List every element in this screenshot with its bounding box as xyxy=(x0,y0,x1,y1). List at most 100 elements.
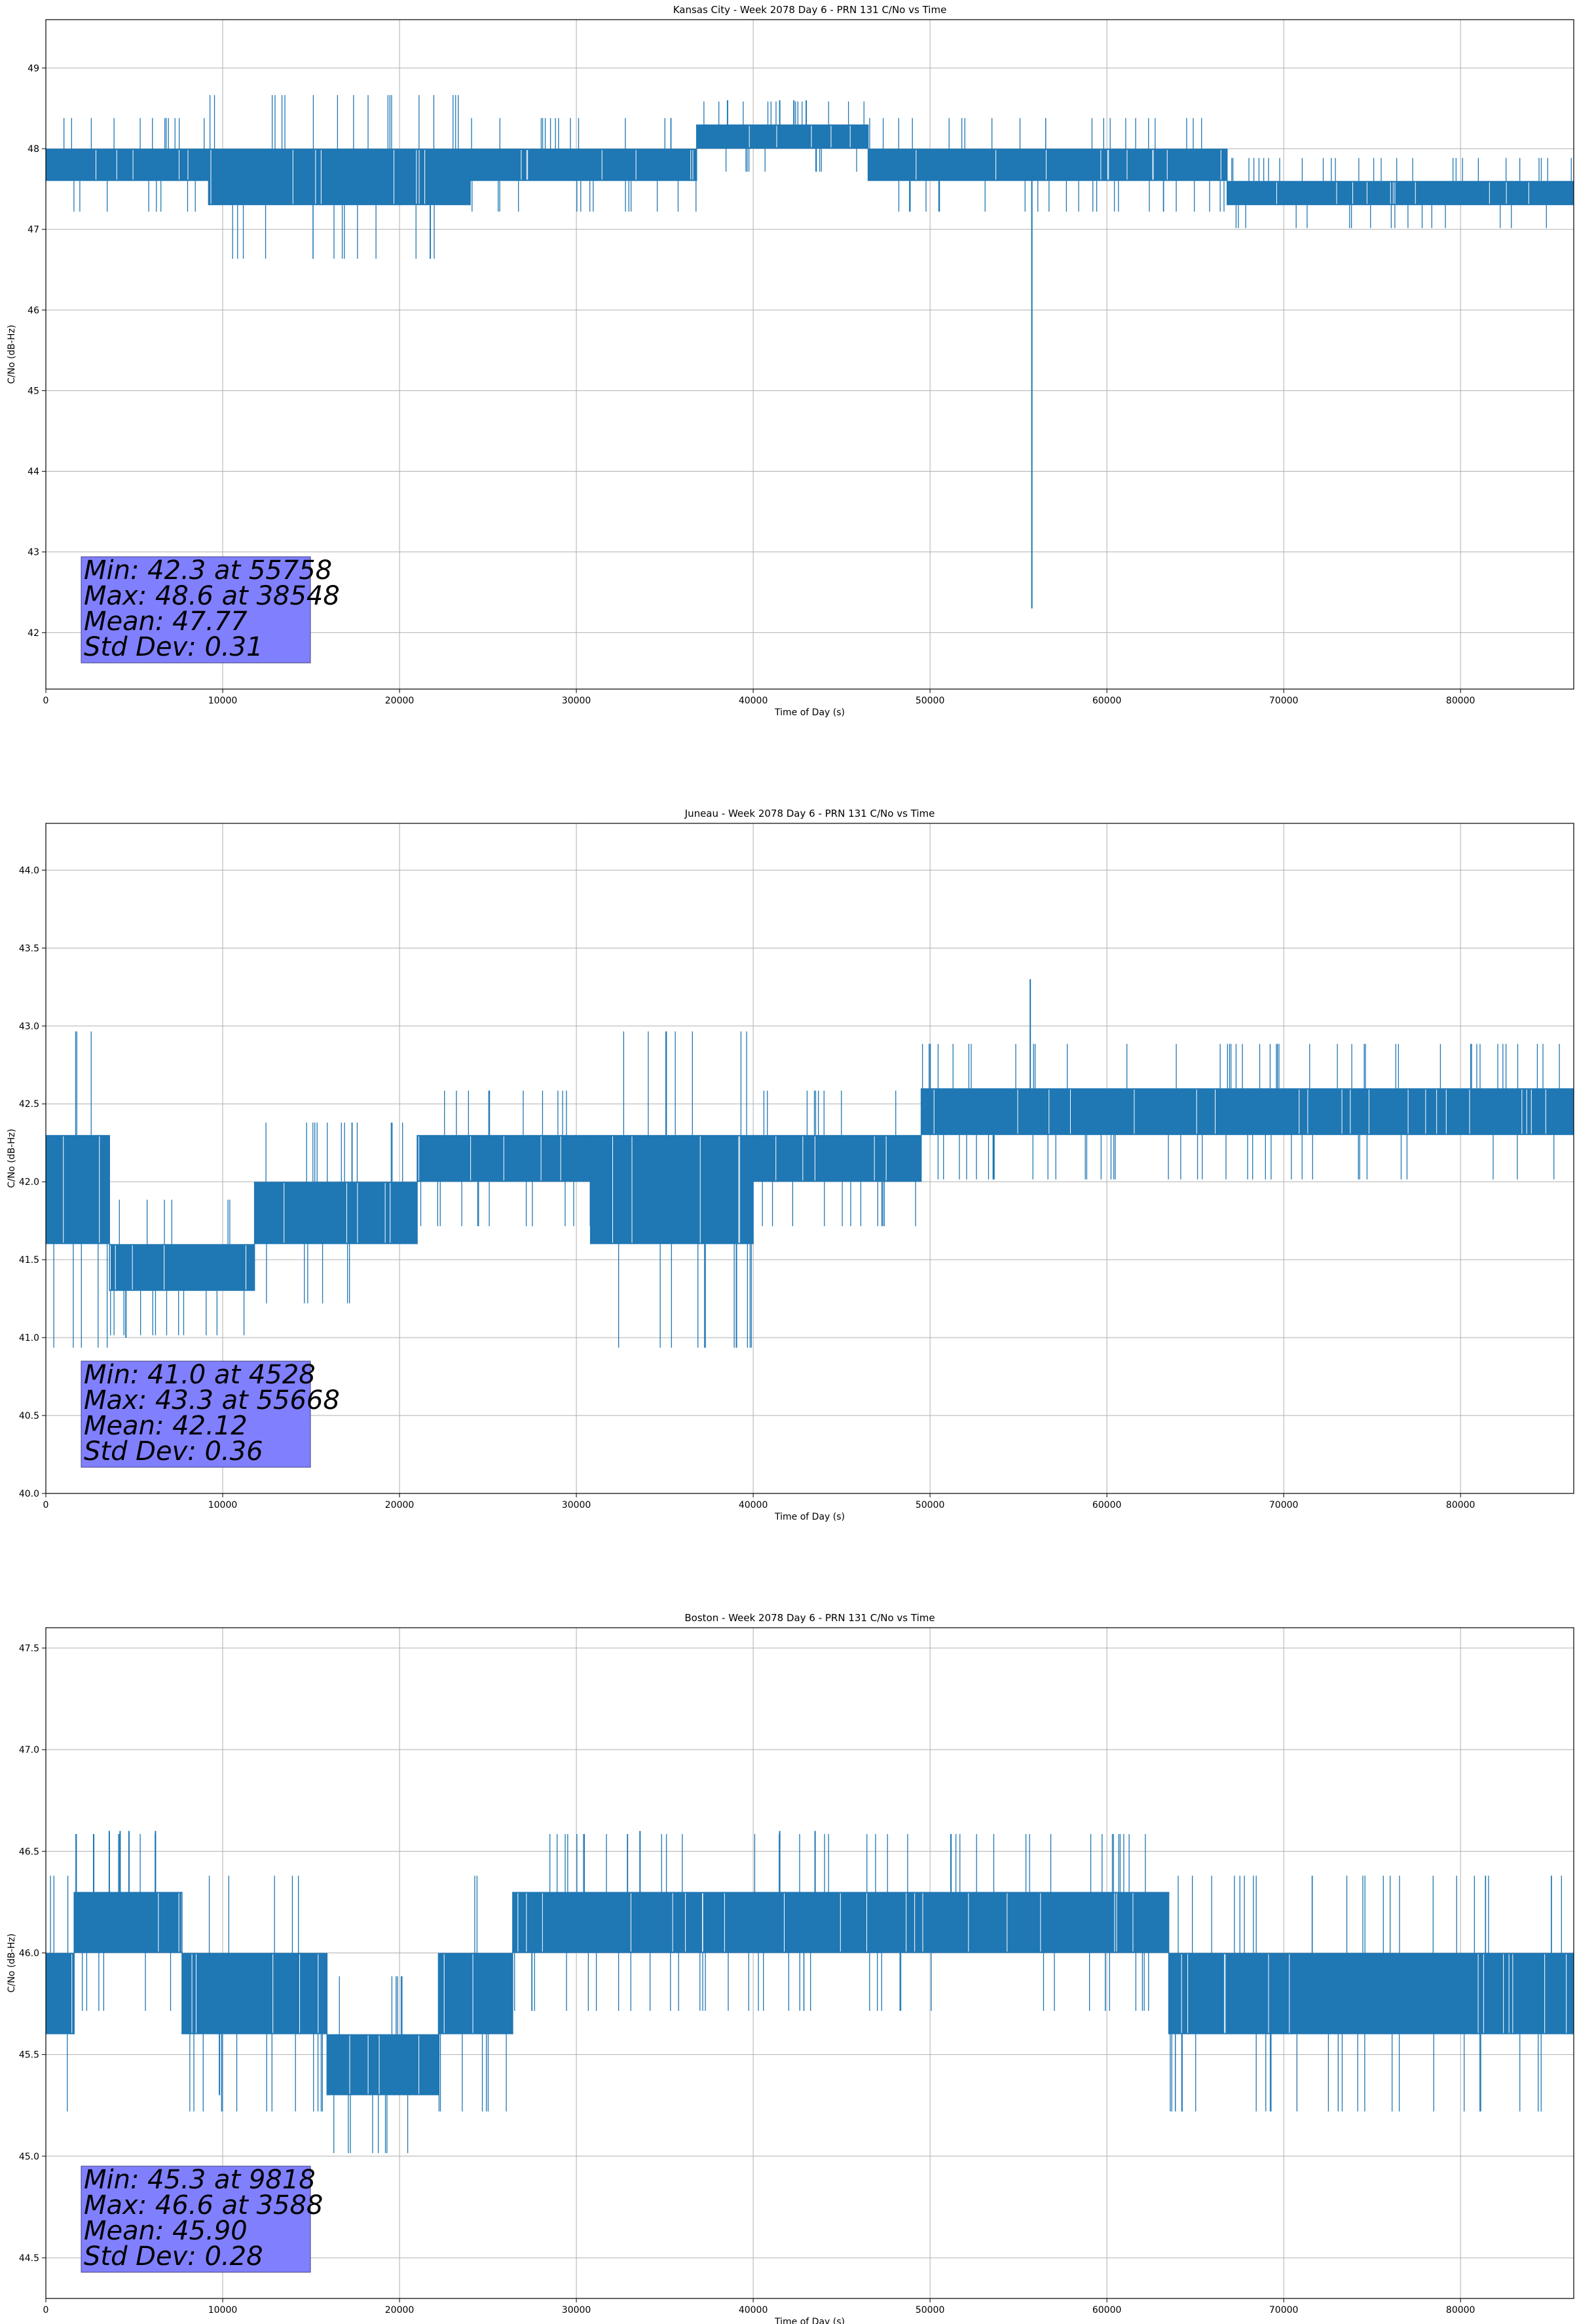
y-tick-label: 42 xyxy=(28,628,39,639)
series-band xyxy=(74,1892,182,1953)
y-tick-label: 40.0 xyxy=(19,1489,39,1499)
y-tick-label: 43.0 xyxy=(19,1021,39,1032)
y-tick-label: 45.0 xyxy=(19,2152,39,2162)
y-tick-label: 40.5 xyxy=(19,1411,39,1421)
stats-max: Max: 43.3 at 55668 xyxy=(84,1385,340,1415)
x-tick-label: 40000 xyxy=(739,2305,768,2315)
x-axis-label: Time of Day (s) xyxy=(774,2317,845,2324)
chart-panel-2: Juneau - Week 2078 Day 6 - PRN 131 C/No … xyxy=(7,808,1574,1522)
x-tick-label: 50000 xyxy=(916,1500,945,1510)
x-tick-label: 60000 xyxy=(1092,696,1122,706)
x-tick-label: 0 xyxy=(43,2305,49,2315)
x-tick-label: 70000 xyxy=(1269,696,1299,706)
y-tick-label: 43 xyxy=(28,548,39,558)
x-tick-label: 40000 xyxy=(739,1500,768,1510)
x-tick-label: 80000 xyxy=(1446,1500,1475,1510)
series-band xyxy=(590,1134,754,1245)
series-cno xyxy=(46,95,1574,609)
x-tick-label: 10000 xyxy=(208,696,238,706)
y-tick-label: 41.0 xyxy=(19,1333,39,1343)
y-tick-label: 41.5 xyxy=(19,1255,39,1265)
stats-min: Min: 41.0 at 4528 xyxy=(84,1360,316,1390)
y-tick-label: 44.5 xyxy=(19,2253,39,2264)
series-band xyxy=(46,1134,110,1245)
series-band xyxy=(470,149,697,181)
stats-std: Std Dev: 0.31 xyxy=(84,632,263,662)
chart-panel-1: Kansas City - Week 2078 Day 6 - PRN 131 … xyxy=(7,4,1574,718)
y-tick-label: 45.5 xyxy=(19,2050,39,2061)
x-tick-label: 70000 xyxy=(1269,2305,1299,2315)
x-tick-label: 80000 xyxy=(1446,696,1475,706)
series-band xyxy=(208,149,471,206)
x-tick-label: 20000 xyxy=(385,696,415,706)
x-tick-label: 0 xyxy=(43,1500,49,1510)
series-cno xyxy=(46,979,1574,1348)
y-tick-label: 47 xyxy=(28,225,39,235)
series-band xyxy=(46,1953,75,2034)
stats-min: Min: 45.3 at 9818 xyxy=(84,2165,316,2195)
x-tick-label: 0 xyxy=(43,696,49,706)
y-tick-label: 47.5 xyxy=(19,1643,39,1654)
stats-box-background xyxy=(81,556,311,664)
stats-max: Max: 48.6 at 38548 xyxy=(84,581,340,611)
stats-mean: Mean: 47.77 xyxy=(84,607,248,637)
chart-title: Juneau - Week 2078 Day 6 - PRN 131 C/No … xyxy=(684,808,935,819)
x-tick-label: 80000 xyxy=(1446,2305,1475,2315)
y-tick-label: 46.0 xyxy=(19,1948,39,1959)
series-band xyxy=(327,2034,439,2095)
y-tick-label: 46.5 xyxy=(19,1846,39,1857)
x-tick-label: 20000 xyxy=(385,1500,415,1510)
y-tick-label: 48 xyxy=(28,144,39,155)
y-tick-label: 42.0 xyxy=(19,1177,39,1188)
y-axis-label: C/No (dB-Hz) xyxy=(7,1934,17,1993)
x-axis-label: Time of Day (s) xyxy=(774,1512,845,1522)
axes-frame xyxy=(45,1627,1574,2299)
stats-box-background xyxy=(81,2165,311,2273)
x-tick-label: 10000 xyxy=(208,1500,238,1510)
x-tick-label: 30000 xyxy=(562,1500,591,1510)
y-tick-label: 43.5 xyxy=(19,943,39,954)
x-tick-label: 40000 xyxy=(739,696,768,706)
y-tick-label: 45 xyxy=(28,386,39,396)
chart-title: Kansas City - Week 2078 Day 6 - PRN 131 … xyxy=(673,4,947,16)
x-tick-label: 50000 xyxy=(916,2305,945,2315)
y-tick-label: 42.5 xyxy=(19,1099,39,1110)
series-band xyxy=(753,1134,921,1182)
x-tick-label: 10000 xyxy=(208,2305,238,2315)
y-tick-label: 44.0 xyxy=(19,865,39,876)
stats-std: Std Dev: 0.28 xyxy=(84,2241,263,2272)
chart-panel-3: Boston - Week 2078 Day 6 - PRN 131 C/No … xyxy=(7,1612,1574,2324)
stats-box-background xyxy=(81,1360,311,1468)
x-tick-label: 60000 xyxy=(1092,2305,1122,2315)
stats-max: Max: 46.6 at 3588 xyxy=(84,2190,323,2221)
series-band xyxy=(254,1182,418,1245)
x-tick-label: 50000 xyxy=(916,696,945,706)
y-tick-label: 44 xyxy=(28,467,39,478)
series-band xyxy=(1168,1953,1574,2034)
series-band xyxy=(1227,181,1574,206)
stats-min: Min: 42.3 at 55758 xyxy=(84,555,332,586)
x-tick-label: 70000 xyxy=(1269,1500,1299,1510)
y-tick-label: 46 xyxy=(28,305,39,316)
series-band xyxy=(438,1953,513,2034)
x-tick-label: 30000 xyxy=(562,696,591,706)
series-cno xyxy=(46,1831,1574,2154)
x-tick-label: 60000 xyxy=(1092,1500,1122,1510)
stats-mean: Mean: 45.90 xyxy=(84,2216,248,2246)
chart-title: Boston - Week 2078 Day 6 - PRN 131 C/No … xyxy=(684,1612,935,1624)
y-axis-label: C/No (dB-Hz) xyxy=(7,1129,17,1188)
series-band xyxy=(696,124,868,149)
x-tick-label: 20000 xyxy=(385,2305,415,2315)
series-band xyxy=(46,149,209,181)
series-band xyxy=(921,1088,1574,1135)
y-axis-label: C/No (dB-Hz) xyxy=(7,325,17,384)
stats-std: Std Dev: 0.36 xyxy=(84,1436,263,1467)
y-tick-label: 49 xyxy=(28,64,39,74)
series-band xyxy=(868,149,1227,181)
series-band xyxy=(109,1244,255,1291)
y-tick-label: 47.0 xyxy=(19,1745,39,1755)
